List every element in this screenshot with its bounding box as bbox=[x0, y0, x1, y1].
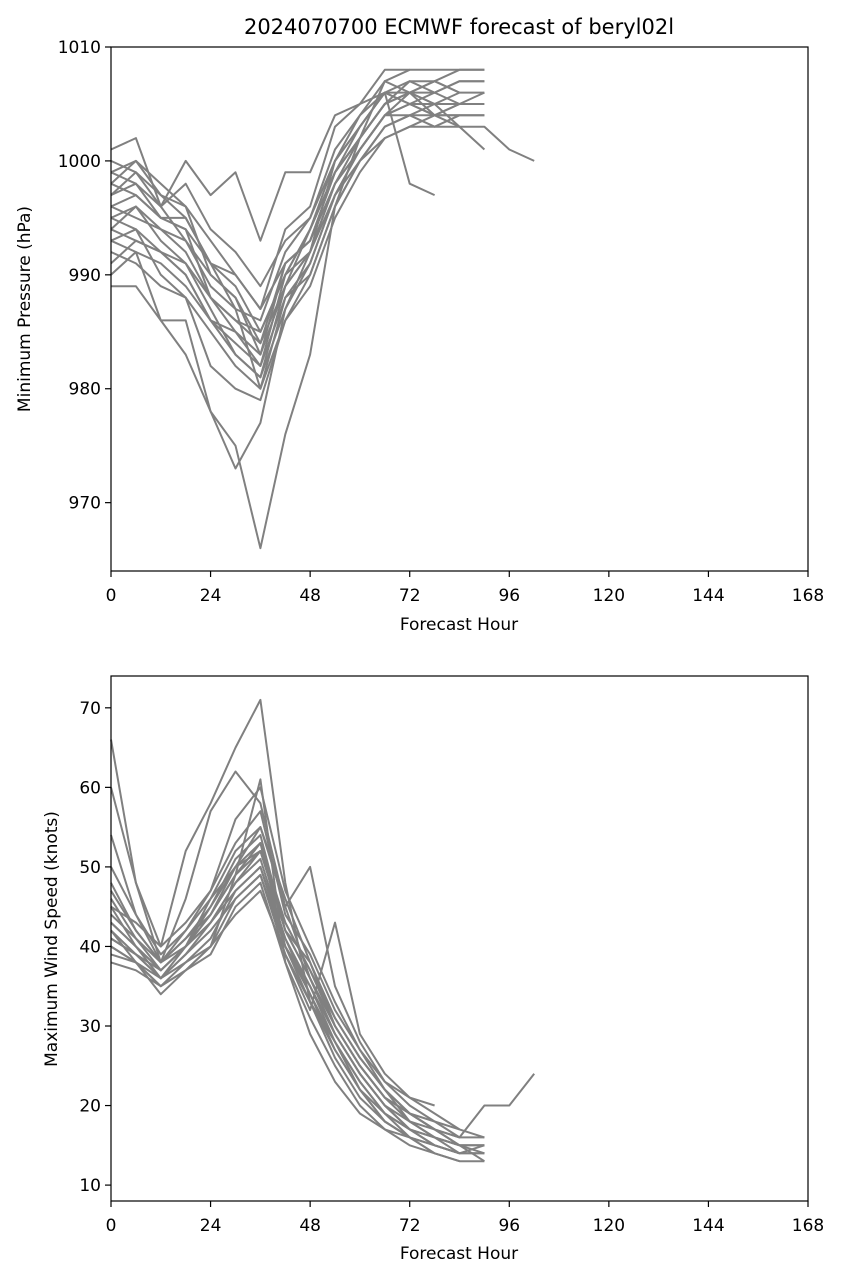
x-tick-label: 120 bbox=[593, 1216, 625, 1236]
y-tick-label: 50 bbox=[79, 858, 101, 878]
y-tick-label: 10 bbox=[79, 1176, 101, 1196]
x-axis-label: Forecast Hour bbox=[400, 1244, 518, 1264]
wind-series-line-9 bbox=[110, 810, 485, 1139]
x-axis-ticks: 0 24 48 72 96 120 144 168 bbox=[106, 571, 824, 606]
pressure-series-line-10 bbox=[110, 91, 460, 379]
wind-series-group bbox=[110, 698, 535, 1163]
pressure-series-group bbox=[110, 68, 535, 550]
pressure-series-line-14 bbox=[110, 114, 460, 367]
y-tick-label: 990 bbox=[69, 266, 101, 286]
wind-series-line-20 bbox=[110, 865, 460, 1155]
y-tick-label: 40 bbox=[79, 937, 101, 957]
pressure-series-line-18 bbox=[110, 114, 485, 379]
y-tick-label: 980 bbox=[69, 380, 101, 400]
y-axis-ticks: 10 20 30 40 50 60 70 bbox=[79, 699, 111, 1196]
x-tick-label: 168 bbox=[792, 586, 824, 606]
y-tick-label: 30 bbox=[79, 1017, 101, 1037]
pressure-series-line-16 bbox=[110, 91, 485, 345]
wind-chart: 0 24 48 72 96 120 144 168 10 20 30 40 50 60 70 Foreca… bbox=[42, 675, 824, 1264]
plot-frame bbox=[110, 46, 809, 572]
y-axis-label: Maximum Wind Speed (knots) bbox=[42, 811, 62, 1067]
x-tick-label: 96 bbox=[498, 1216, 520, 1236]
wind-series-line-3 bbox=[110, 770, 485, 1163]
pressure-series-line-5 bbox=[110, 91, 460, 356]
x-tick-label: 24 bbox=[200, 1216, 222, 1236]
wind-series-line-12 bbox=[110, 834, 485, 1139]
x-axis-ticks: 0 24 48 72 96 120 144 168 bbox=[106, 1201, 824, 1236]
pressure-series-line-12 bbox=[110, 68, 485, 322]
x-tick-label: 168 bbox=[792, 1216, 824, 1236]
y-axis-ticks: 970 980 990 1000 1010 bbox=[58, 38, 111, 514]
pressure-series-line-19 bbox=[110, 80, 485, 310]
x-tick-label: 0 bbox=[106, 586, 117, 606]
wind-series-line-18 bbox=[110, 873, 485, 1155]
x-tick-label: 72 bbox=[399, 586, 421, 606]
x-tick-label: 144 bbox=[692, 586, 724, 606]
x-axis-label: Forecast Hour bbox=[400, 615, 518, 635]
x-tick-label: 48 bbox=[299, 586, 321, 606]
y-tick-label: 70 bbox=[79, 699, 101, 719]
x-tick-label: 24 bbox=[200, 586, 222, 606]
wind-series-line-13 bbox=[110, 826, 435, 1107]
x-tick-label: 120 bbox=[593, 586, 625, 606]
pressure-series-line-17 bbox=[110, 80, 460, 288]
y-tick-label: 20 bbox=[79, 1097, 101, 1117]
x-tick-label: 144 bbox=[692, 1216, 724, 1236]
y-tick-label: 970 bbox=[69, 494, 101, 514]
chart-title: 2024070700 ECMWF forecast of beryl02l bbox=[244, 15, 674, 39]
pressure-series-line-3 bbox=[111, 80, 486, 550]
y-axis-label: Minimum Pressure (hPa) bbox=[15, 206, 35, 412]
pressure-chart: 2024070700 ECMWF forecast of beryl02l 0 2… bbox=[15, 15, 824, 635]
x-tick-label: 72 bbox=[399, 1216, 421, 1236]
x-tick-label: 0 bbox=[106, 1216, 117, 1236]
pressure-series-line-1 bbox=[110, 91, 535, 310]
wind-series-line-2 bbox=[110, 698, 436, 1155]
y-tick-label: 1010 bbox=[58, 38, 101, 58]
pressure-series-line-20 bbox=[110, 114, 460, 333]
pressure-series-line-13 bbox=[110, 91, 436, 333]
wind-series-line-4 bbox=[110, 778, 411, 1139]
y-tick-label: 1000 bbox=[58, 152, 101, 172]
x-tick-label: 48 bbox=[299, 1216, 321, 1236]
plot-frame bbox=[110, 675, 809, 1202]
y-tick-label: 60 bbox=[79, 778, 101, 798]
pressure-series-line-2 bbox=[110, 91, 436, 470]
wind-series-line-17 bbox=[110, 786, 460, 1139]
x-tick-label: 96 bbox=[498, 586, 520, 606]
